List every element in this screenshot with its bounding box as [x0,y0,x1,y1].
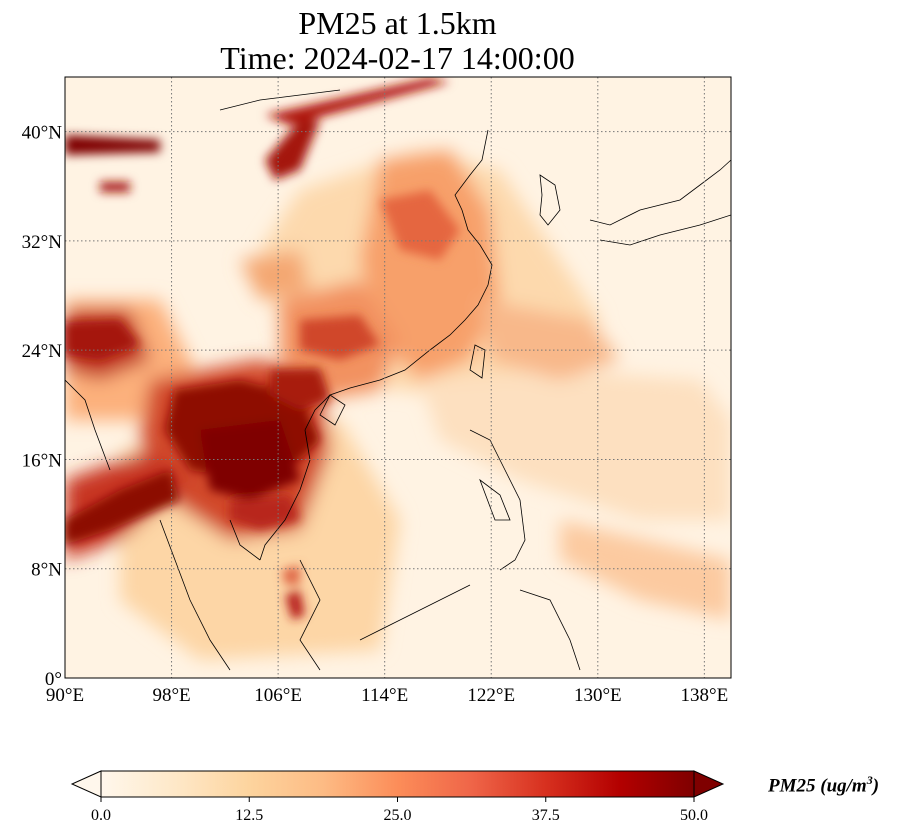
colorbar-over-arrow [693,770,725,798]
lon-tick-label: 114°E [361,685,408,706]
colorbar-tick-label: 0.0 [91,807,111,824]
lon-tick-label: 138°E [681,685,729,706]
map-frame [64,76,732,679]
lat-tick-label: 40°N [22,123,63,144]
map-title-line1: PM25 at 1.5km [298,5,497,41]
lat-tick-label: 32°N [22,232,63,253]
lon-tick-label: 130°E [574,685,622,706]
lat-tick-label: 16°N [22,450,63,471]
lon-tick-label: 98°E [152,685,190,706]
colorbar-ticks: 0.0 12.5 25.0 37.5 50.0 [91,797,708,824]
lat-tick-label: 0° [45,669,62,690]
lon-tick-label: 122°E [467,685,515,706]
lat-tick-label: 8°N [31,560,62,581]
colorbar-tick-label: 12.5 [235,807,263,824]
colorbar-tick-label: 50.0 [680,807,708,824]
colorbar-tick-label: 37.5 [532,807,560,824]
colorbar: 0.0 12.5 25.0 37.5 50.0 [70,770,725,824]
gridlines [65,77,731,678]
lon-tick-label: 90°E [46,685,84,706]
colorbar-tick-label: 25.0 [384,807,412,824]
map-title-line2: Time: 2024-02-17 14:00:00 [220,40,575,76]
lat-tick-label: 24°N [22,341,63,362]
axis-labels: 90°E 98°E 106°E 114°E 122°E 130°E 138°E 0° 8°N 16… [22,123,729,706]
lon-tick-label: 106°E [254,685,302,706]
coastlines [65,89,731,671]
colorbar-gradient [101,771,694,797]
colorbar-under-arrow [70,770,102,798]
pm25-field [65,77,731,678]
colorbar-label: PM25 (ug/m3) [768,773,880,797]
